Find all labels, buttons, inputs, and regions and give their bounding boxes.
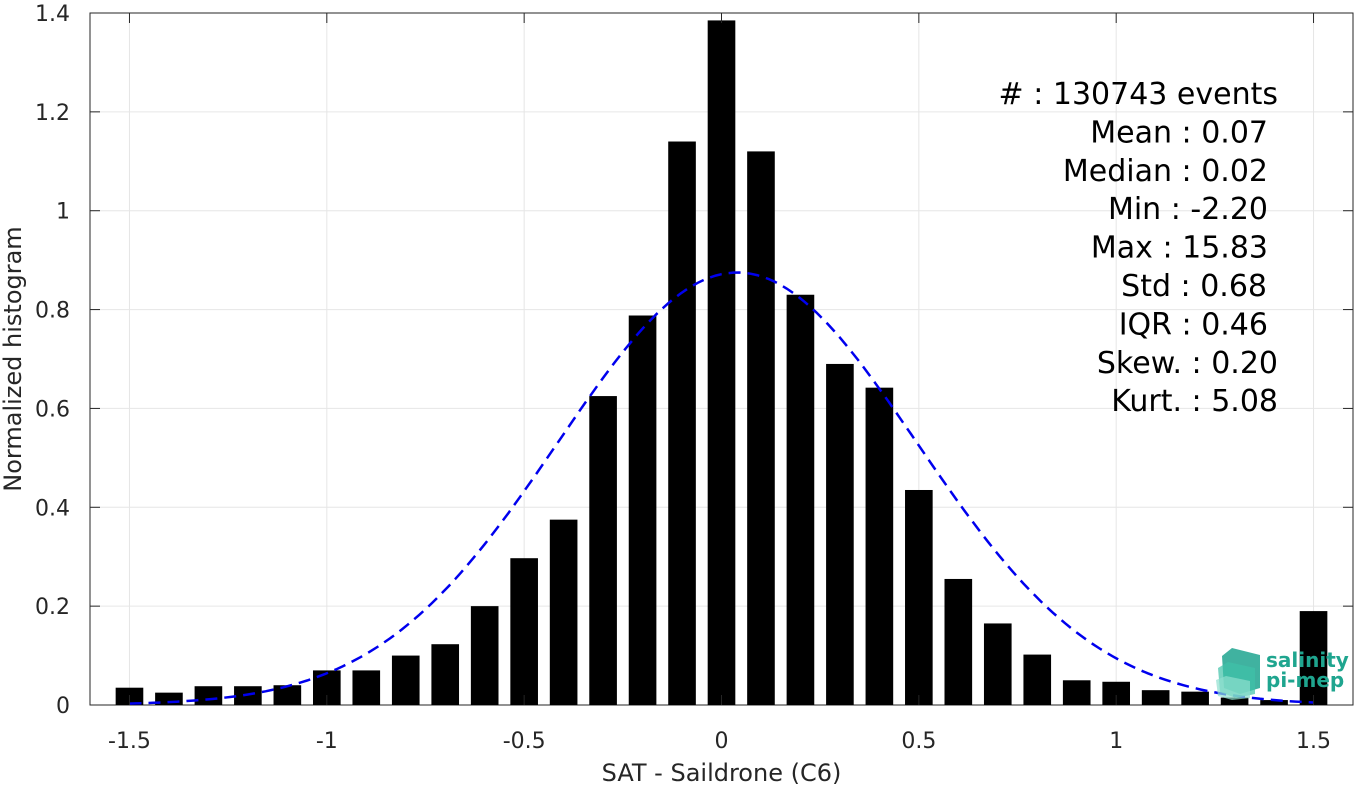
histogram-bar [589, 396, 617, 705]
y-tick-label: 1 [56, 200, 70, 225]
y-axis-label: Normalized histogram [0, 226, 27, 491]
axis-ticks [90, 12, 1353, 706]
histogram-bar [707, 20, 736, 705]
y-tick-label: 1.4 [35, 2, 70, 27]
x-tick-label: -1.5 [108, 729, 151, 754]
histogram-bar [628, 315, 657, 705]
histogram-bar [431, 644, 460, 705]
gaussian-fit-curve [129, 271, 1314, 705]
salinity-pimep-logo: salinity pi-mep [1216, 648, 1349, 700]
histogram-bar [905, 489, 933, 705]
x-tick-label: -0.5 [503, 729, 546, 754]
histogram-bar [1299, 611, 1328, 705]
y-tick-label: 1.2 [35, 101, 70, 126]
x-tick-label: 0.5 [901, 729, 936, 754]
histogram-bar [668, 141, 696, 705]
histogram-bar [549, 519, 578, 705]
stat-line: IQR : 0.46 [1119, 307, 1268, 342]
histogram-bar [865, 387, 894, 705]
y-tick-label: 0.4 [35, 496, 70, 521]
histogram-bar [1181, 691, 1209, 705]
x-tick-labels: -1.5 -1 -0.5 0 0.5 1 1.5 [108, 729, 1331, 754]
histogram-bar [1102, 681, 1131, 705]
y-tick-label: 0 [56, 694, 70, 719]
histogram-bar [786, 294, 815, 705]
histogram-bar [983, 623, 1012, 705]
stat-line: Median : 0.02 [1063, 154, 1268, 189]
stat-line: Max : 15.83 [1091, 231, 1268, 266]
logo-mark-icon [1216, 648, 1260, 700]
x-tick-label: 1.5 [1296, 729, 1331, 754]
x-tick-label: 0 [715, 729, 729, 754]
stat-line: Min : -2.20 [1108, 192, 1268, 227]
y-tick-label: 0.6 [35, 397, 70, 422]
x-tick-label: 1 [1109, 729, 1123, 754]
histogram-bar [470, 606, 499, 705]
logo-line-pimep: pi-mep [1266, 668, 1344, 692]
y-tick-label: 0.8 [35, 299, 70, 324]
histogram-bar [944, 578, 973, 705]
histogram-bar [510, 558, 538, 705]
y-tick-labels: 0 0.2 0.4 0.6 0.8 1 1.2 1.4 [35, 2, 70, 719]
histogram-bar [747, 151, 775, 705]
histogram-bar [1260, 700, 1288, 705]
histogram-bar [826, 363, 854, 705]
y-tick-label: 0.2 [35, 595, 70, 620]
stat-line: Skew. : 0.20 [1097, 346, 1278, 381]
stat-line: Std : 0.68 [1121, 269, 1267, 304]
stat-line: Kurt. : 5.08 [1111, 384, 1278, 419]
stat-line: Mean : 0.07 [1090, 115, 1268, 150]
histogram-bar [194, 686, 223, 705]
logo-line-salinity: salinity [1266, 648, 1349, 672]
histogram-bar [1062, 680, 1091, 705]
stat-line: # : 130743 events [999, 77, 1278, 112]
histogram-bar [352, 670, 381, 705]
histogram-bar [1220, 697, 1249, 705]
histogram-bar [1141, 690, 1170, 705]
histogram-bars [115, 20, 1328, 705]
x-axis-label: SAT - Saildrone (C6) [602, 759, 842, 785]
histogram-bar [391, 655, 420, 705]
x-tick-label: -1 [316, 729, 338, 754]
histogram-bar [1023, 654, 1052, 705]
histogram-bar [273, 685, 302, 705]
